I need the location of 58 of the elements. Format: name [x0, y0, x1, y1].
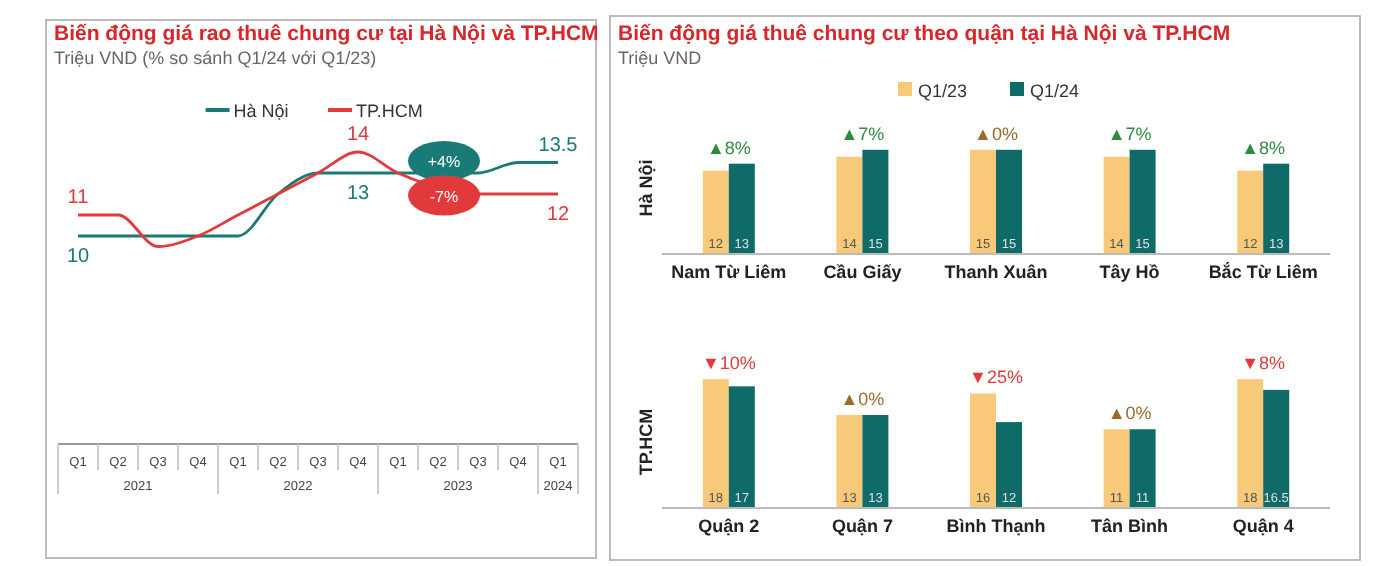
annotation: ▲8% — [706, 137, 751, 158]
bar — [970, 149, 996, 254]
x-tick-label: Bắc Từ Liêm — [1208, 260, 1318, 282]
annotation: ▲0% — [974, 123, 1018, 144]
legend-label: Q1/23 — [918, 81, 968, 101]
bar — [862, 414, 889, 508]
annotation: ▲0% — [1107, 403, 1152, 424]
annotation: ▼8% — [1241, 353, 1286, 374]
legend-label: Q1/24 — [1030, 81, 1080, 101]
chart-subtitle: Triệu VND — [618, 48, 703, 68]
bar — [996, 149, 1022, 254]
annotation: ▼25% — [969, 367, 1023, 388]
bar — [970, 393, 996, 508]
bar — [836, 156, 863, 254]
bar — [996, 422, 1022, 508]
chart-title: Biến động giá rao thuê chung cư tại Hà Nội và TP.HCM — [54, 22, 600, 46]
x-tick-label: Bình Thạnh — [946, 516, 1046, 536]
bar — [1129, 149, 1156, 254]
annotation: ▲7% — [1107, 123, 1152, 144]
data-label: 13 — [346, 183, 370, 205]
chart-subtitle: Triệu VND (% so sánh Q1/24 với Q1/23) — [54, 48, 377, 68]
legend-label: Hà Nội — [233, 101, 289, 121]
bar — [1263, 389, 1290, 508]
x-tick-label: Quận 7 — [831, 516, 893, 536]
data-label: 14 — [346, 124, 370, 146]
y-axis-title: Hà Nội — [636, 159, 656, 217]
x-tick-label: Tây Hồ — [1099, 262, 1161, 282]
bar — [728, 163, 755, 254]
x-tick-label: Tân Bình — [1091, 516, 1169, 536]
bar — [1237, 379, 1264, 508]
annotation: ▲0% — [840, 388, 885, 409]
data-label: 11 — [67, 187, 90, 209]
legend-label: TP.HCM — [356, 101, 423, 121]
data-label: 13.5 — [538, 134, 579, 157]
bar — [702, 170, 729, 254]
annotation: -7% — [429, 187, 459, 206]
annotation: +4% — [427, 153, 461, 171]
annotation: ▲8% — [1241, 137, 1286, 158]
x-tick-label: Quận 2 — [698, 516, 760, 536]
bar — [1103, 429, 1130, 508]
chart-title: Biến động giá thuê chung cư theo quận tại Hà Nội và TP.HCM — [618, 22, 1231, 46]
data-label: 12 — [546, 204, 570, 226]
x-tick-label: Quận 4 — [1232, 516, 1294, 536]
bar — [702, 379, 729, 508]
bar — [1237, 170, 1264, 254]
x-tick-label: Nam Từ Liêm — [671, 262, 787, 282]
bar — [728, 386, 755, 508]
bar — [836, 414, 863, 508]
annotation: ▼10% — [701, 353, 756, 374]
x-tick-label: Cầu Giấy — [823, 262, 902, 282]
y-axis-title: TP.HCM — [636, 408, 656, 476]
data-label: 10 — [66, 246, 90, 268]
annotation: ▲7% — [840, 123, 885, 144]
bar — [862, 149, 889, 254]
bar — [1263, 163, 1290, 254]
bar — [1103, 156, 1130, 254]
x-tick-label: Thanh Xuân — [944, 262, 1048, 282]
bar — [1129, 429, 1156, 508]
